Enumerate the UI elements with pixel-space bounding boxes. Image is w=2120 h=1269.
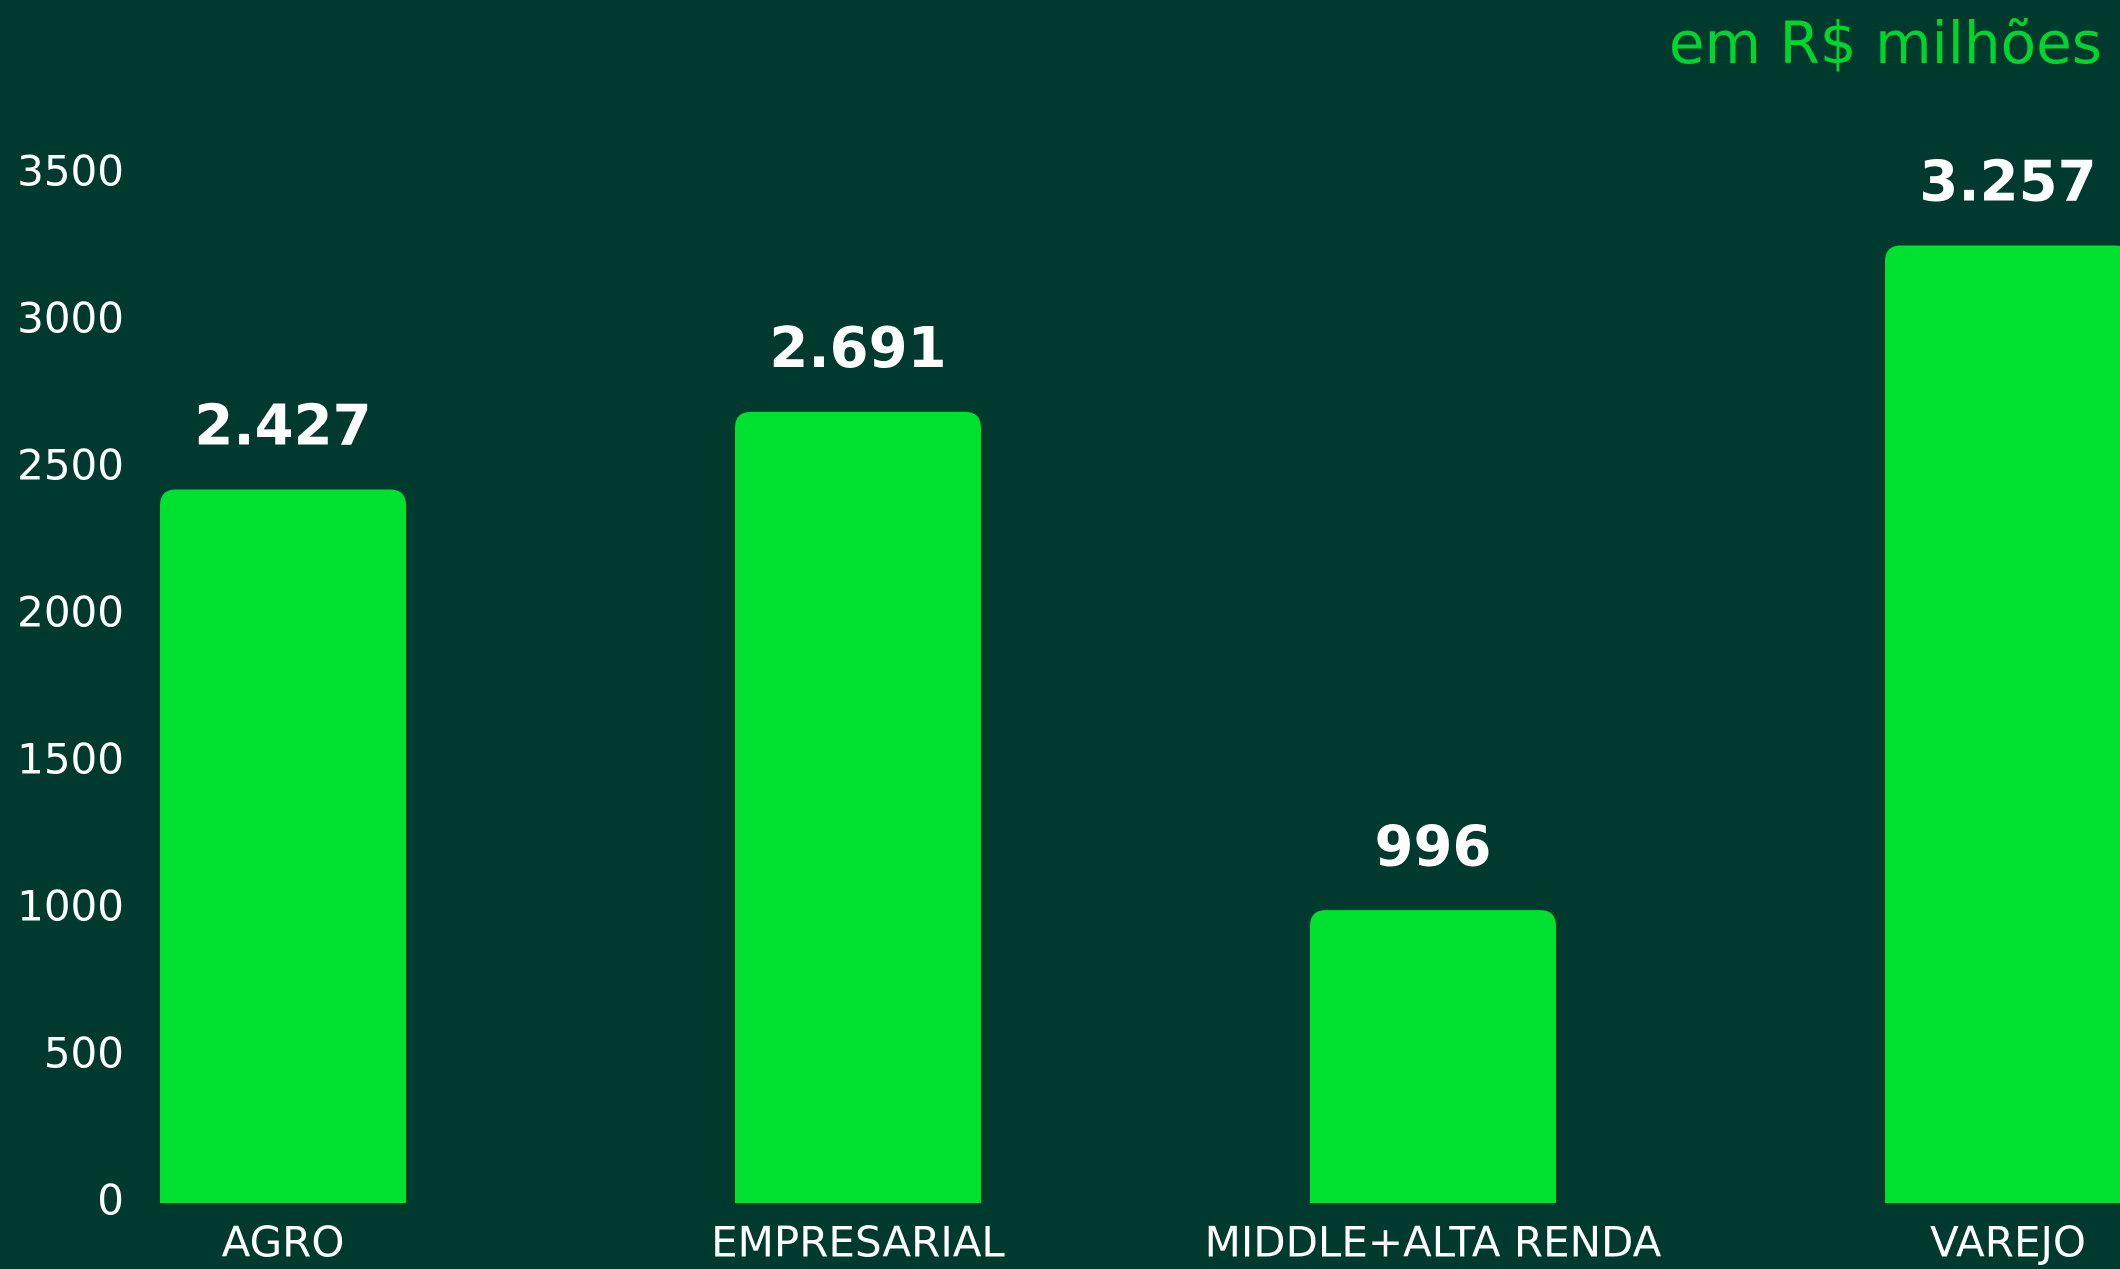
y-tick-label: 3500 (17, 147, 124, 196)
x-tick-label: EMPRESARIAL (711, 1218, 1005, 1267)
value-label: 2.427 (194, 394, 371, 459)
value-label: 3.257 (1919, 150, 2096, 215)
y-tick-label: 3000 (17, 294, 124, 343)
bar (160, 489, 406, 1203)
y-tick-label: 1500 (17, 735, 124, 784)
bar (735, 411, 981, 1203)
bar (1885, 245, 2120, 1203)
x-tick-label: VAREJO (1930, 1218, 2086, 1267)
x-tick-label: AGRO (222, 1218, 345, 1267)
y-tick-label: 500 (44, 1029, 124, 1078)
y-tick-label: 2500 (17, 441, 124, 490)
y-tick-label: 0 (97, 1176, 124, 1225)
x-tick-label: MIDDLE+ALTA RENDA (1205, 1218, 1662, 1267)
bar (1310, 910, 1556, 1203)
value-label: 2.691 (769, 316, 946, 381)
y-tick-label: 1000 (17, 882, 124, 931)
y-tick-label: 2000 (17, 588, 124, 637)
value-label: 996 (1375, 814, 1492, 879)
chart-subtitle: em R$ milhões (1669, 9, 2102, 77)
